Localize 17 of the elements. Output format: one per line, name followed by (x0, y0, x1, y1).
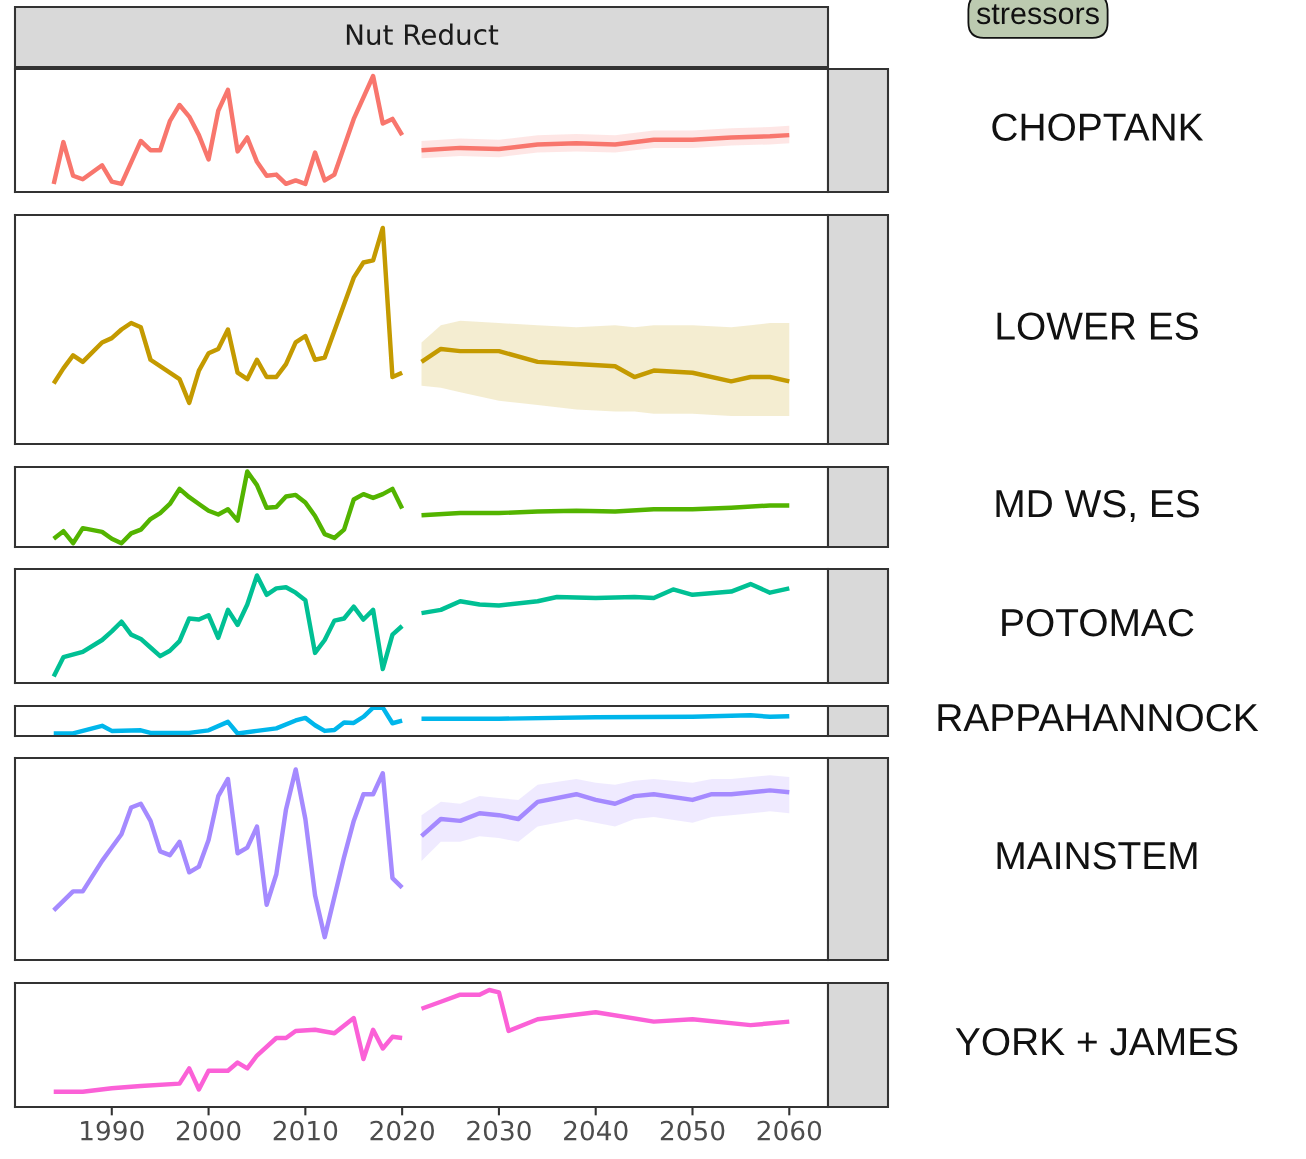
y-axis-title: MD WS, ES (996, 489, 1199, 523)
y-axis-title: CHOPTANK (992, 113, 1204, 141)
y-axis-title: YORK + JAMES (955, 1027, 1238, 1056)
chart-title: Nut Reduct (346, 23, 499, 46)
y-axis-title: MAINSTEM (997, 841, 1197, 870)
text: stressors (976, 4, 1099, 25)
y-axis-title: POTOMAC (1002, 608, 1194, 637)
x-tick-label: 2010 (273, 1120, 338, 1141)
x-tick-label: 2030 (467, 1120, 531, 1141)
x-tick-label: 2040 (564, 1120, 628, 1141)
x-tick-label: 1990 (81, 1120, 144, 1141)
x-tick-label: 2000 (176, 1120, 241, 1141)
x-tick-label: 2020 (370, 1120, 434, 1141)
x-tick-label: 2060 (757, 1120, 822, 1141)
y-axis-title: LOWER ES (997, 312, 1198, 340)
x-tick-label: 2050 (660, 1120, 725, 1141)
y-axis-title: RAPPAHANNOCK (938, 703, 1259, 732)
